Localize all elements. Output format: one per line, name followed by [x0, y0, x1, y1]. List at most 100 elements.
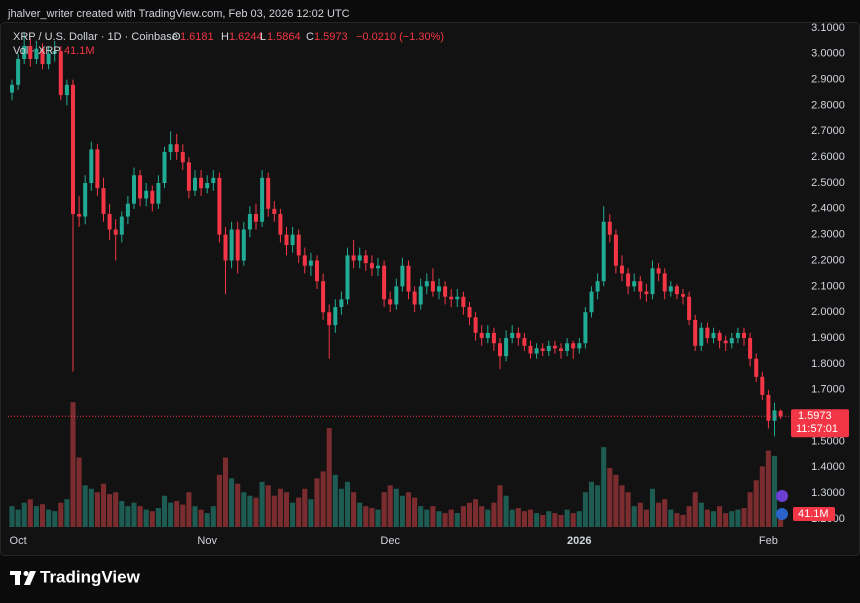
candle-body	[546, 345, 551, 351]
candle-body	[638, 281, 643, 292]
candle-body	[22, 46, 27, 59]
ohlc-value: 1.5864	[267, 31, 301, 43]
candle-body	[345, 255, 350, 300]
volume-bar	[241, 492, 247, 527]
volume-bar	[100, 483, 107, 527]
candle-body	[473, 317, 478, 333]
candle-body	[83, 183, 88, 217]
candle-layer	[10, 33, 783, 437]
volume-bar	[771, 455, 778, 527]
volume-bar	[15, 509, 21, 527]
candle-body	[729, 338, 734, 344]
candle-body	[132, 175, 136, 204]
volume-bar	[418, 506, 424, 527]
candle-body	[101, 188, 106, 215]
x-tick-label: Oct	[10, 535, 27, 547]
candle-body	[278, 214, 283, 235]
volume-bar	[747, 492, 753, 527]
candle-body	[235, 229, 240, 261]
candle-body	[144, 190, 149, 199]
candle-body	[748, 338, 753, 359]
symbol: XRP / U.S. Dollar · 1D · Coinbase	[13, 31, 178, 43]
volume-bar	[735, 509, 741, 527]
candle-body	[308, 260, 313, 266]
y-tick-label: 2.5000	[811, 177, 845, 189]
candle-body	[766, 394, 771, 421]
candle-body	[589, 291, 594, 313]
brand-logo	[10, 571, 36, 585]
volume-bar	[710, 511, 717, 527]
candle-body	[162, 151, 167, 183]
attribution: jhalver_writer created with TradingView.…	[7, 8, 350, 20]
candle-body	[534, 348, 539, 354]
volume-bar	[497, 485, 503, 527]
y-tick-label: 2.2000	[811, 254, 845, 266]
volume-bar	[168, 502, 174, 527]
volume-bar	[588, 481, 595, 527]
candle-body	[64, 84, 69, 96]
volume-bar	[375, 509, 381, 527]
volume-bar	[82, 485, 88, 527]
candle-body	[467, 307, 472, 318]
candle-body	[296, 234, 301, 256]
candle-body	[302, 255, 307, 266]
y-tick-label: 1.8000	[811, 358, 845, 370]
candle-body	[565, 343, 570, 351]
volume-bar	[229, 478, 235, 527]
volume-bar	[186, 492, 192, 527]
candle-body	[613, 234, 618, 266]
volume-bar	[558, 514, 564, 527]
candle-body	[229, 229, 234, 261]
volume-bar	[253, 497, 259, 527]
volume-bar	[454, 513, 460, 527]
y-tick-label: 2.0000	[811, 306, 845, 318]
candle-body	[778, 410, 783, 417]
volume-bar	[619, 485, 625, 527]
candle-body	[504, 338, 509, 357]
candle-body	[607, 221, 612, 235]
volume-bar	[204, 513, 210, 527]
candle-body	[34, 48, 39, 59]
candle-body	[40, 48, 45, 65]
candle-body	[400, 265, 405, 287]
candle-body	[760, 376, 765, 395]
volume-bar	[631, 506, 637, 527]
volume-bar	[58, 502, 64, 527]
candle-body	[52, 51, 57, 54]
ohlc-label: L	[260, 31, 266, 43]
volume-bar	[369, 508, 375, 527]
candle-body	[620, 265, 624, 274]
candle-body	[394, 286, 399, 305]
candle-body	[254, 214, 258, 222]
volume-bar	[607, 467, 613, 527]
last-price-tag	[791, 409, 849, 438]
volume-bar	[668, 509, 674, 527]
y-tick-label: 2.1000	[811, 280, 845, 292]
last-price-label: 1.5973	[798, 410, 832, 422]
candle-body	[351, 255, 356, 261]
volume-bar	[76, 457, 82, 527]
volume-bar	[161, 495, 168, 527]
candle-body	[735, 332, 740, 339]
volume-bar	[662, 499, 668, 527]
volume-bar	[198, 509, 204, 527]
countdown: 11:57:01	[796, 423, 838, 435]
candle-body	[681, 294, 685, 297]
volume-bar	[552, 513, 558, 527]
volume-bar	[765, 450, 771, 527]
ohlc-label: C	[306, 31, 314, 43]
axis-layer: Oct Nov Dec 2026 Feb 3.1000 3.0000 2.9000 2.8000…	[8, 22, 849, 547]
volume-bar	[509, 509, 515, 527]
candle-body	[77, 214, 82, 217]
indicator-icon	[776, 490, 788, 503]
candle-body	[656, 268, 661, 274]
candle-body	[180, 151, 185, 163]
volume-bar	[503, 495, 509, 527]
volume-bar	[686, 506, 692, 527]
volume-bar	[283, 492, 290, 527]
y-tick-label: 1.4000	[811, 461, 845, 473]
candle-body	[174, 144, 179, 152]
volume-bar	[521, 511, 527, 527]
volume-title: Vol · XRP	[13, 45, 61, 57]
